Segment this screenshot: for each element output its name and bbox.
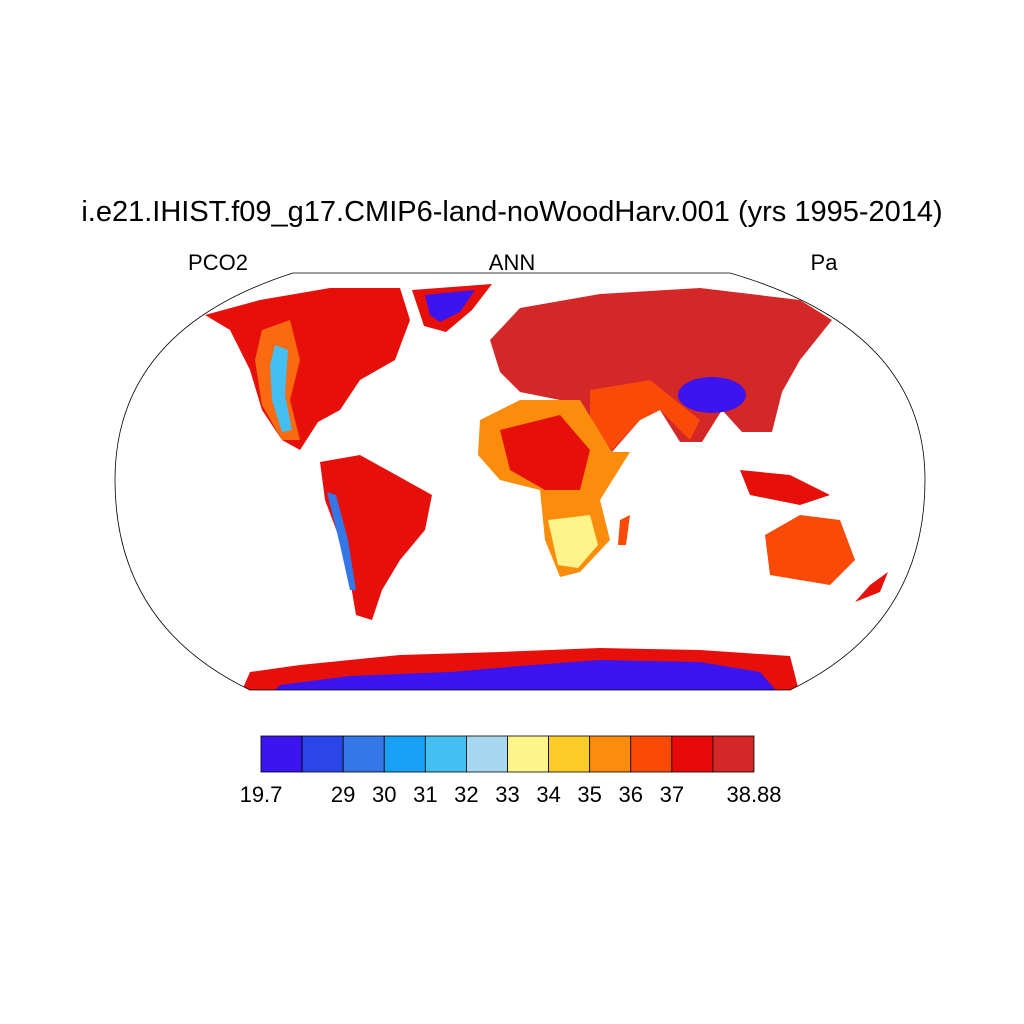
colorbar-label: 30 <box>372 782 396 807</box>
eurasia <box>490 288 832 452</box>
colorbar-box <box>342 735 385 773</box>
colorbar-label: 29 <box>331 782 355 807</box>
colorbar-box <box>424 735 467 773</box>
antarctica-ice <box>270 660 780 690</box>
greenland-ice <box>425 290 475 322</box>
center-label: ANN <box>489 250 535 275</box>
colorbar-label: 36 <box>619 782 643 807</box>
colorbar-label: 31 <box>413 782 437 807</box>
south-america <box>320 455 432 620</box>
title: i.e21.IHIST.f09_g17.CMIP6-land-noWoodHar… <box>81 196 942 228</box>
colorbar-label: 35 <box>577 782 601 807</box>
colorbar-box <box>260 735 303 773</box>
colorbar-label: 19.7 <box>240 782 283 807</box>
se-asia <box>740 470 830 505</box>
colorbar-box <box>466 735 508 773</box>
colorbar-box <box>671 735 714 773</box>
new-zealand <box>855 572 888 602</box>
madagascar <box>618 515 630 545</box>
australia <box>765 515 855 585</box>
right-label: Pa <box>811 250 839 275</box>
colorbar-box <box>507 735 549 773</box>
colorbar-label: 33 <box>495 782 519 807</box>
colorbar-box <box>301 735 344 773</box>
left-label: PCO2 <box>188 250 248 275</box>
colorbar-box <box>589 735 632 773</box>
map-outline <box>114 272 926 691</box>
andes <box>327 492 356 590</box>
colorbar-box <box>712 735 755 773</box>
colorbar-box <box>383 735 426 773</box>
colorbar-label: 32 <box>454 782 478 807</box>
map <box>114 272 926 691</box>
colorbar-label: 38.88 <box>726 782 781 807</box>
eurasia-south <box>590 380 700 450</box>
colorbar-label: 34 <box>536 782 560 807</box>
colorbar: 19.7 29 30 31 32 33 34 35 36 37 38.88 <box>240 735 782 807</box>
colorbar-box <box>630 735 673 773</box>
na-rockies <box>270 345 292 432</box>
tibet <box>678 377 746 413</box>
colorbar-label: 37 <box>660 782 684 807</box>
africa-center <box>500 415 590 490</box>
colorbar-box <box>548 735 591 773</box>
africa-south <box>548 515 598 568</box>
north-america <box>205 288 410 450</box>
